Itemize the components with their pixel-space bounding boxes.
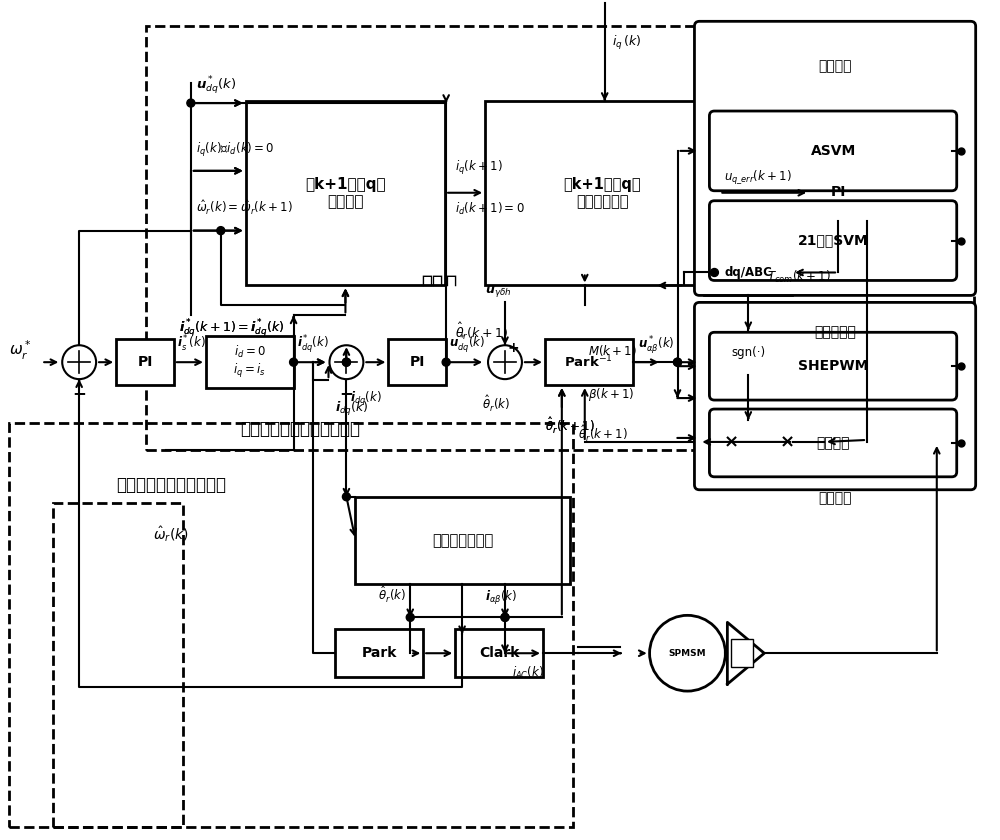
Text: 系统等效延时补偿时间计算: 系统等效延时补偿时间计算 — [241, 420, 361, 438]
Text: dq/ABC: dq/ABC — [724, 266, 772, 280]
Text: 脉冲生成: 脉冲生成 — [818, 491, 852, 505]
Text: $\hat{\omega}_r(k)$: $\hat{\omega}_r(k)$ — [153, 525, 189, 544]
FancyBboxPatch shape — [355, 496, 570, 585]
Text: $\boldsymbol{i}_{\alpha\beta}(k)$: $\boldsymbol{i}_{\alpha\beta}(k)$ — [485, 590, 517, 607]
Text: 混合位置観測器: 混合位置観測器 — [432, 533, 493, 548]
Text: Clark: Clark — [479, 646, 519, 660]
FancyBboxPatch shape — [809, 163, 867, 221]
Text: 第k+1周期q轴
电流计算: 第k+1周期q轴 电流计算 — [305, 177, 386, 209]
Text: ×: × — [724, 433, 739, 451]
Text: 混合位置观测器闭环结构: 混合位置观测器闭环结构 — [116, 475, 226, 494]
Text: $\hat{\theta}_r(k)$: $\hat{\theta}_r(k)$ — [378, 585, 406, 606]
Text: PI: PI — [137, 355, 153, 370]
Text: $\hat{\theta}_r(k)$: $\hat{\theta}_r(k)$ — [482, 394, 510, 414]
FancyBboxPatch shape — [335, 629, 423, 677]
FancyBboxPatch shape — [709, 409, 957, 477]
Circle shape — [329, 345, 363, 379]
Text: sgn(·): sgn(·) — [731, 346, 765, 360]
Text: $\boldsymbol{i}^*_s(k)$: $\boldsymbol{i}^*_s(k)$ — [177, 334, 206, 354]
FancyBboxPatch shape — [388, 339, 446, 385]
Ellipse shape — [694, 421, 824, 463]
Text: $i_q\,(k)$: $i_q\,(k)$ — [612, 34, 641, 52]
Text: $\boldsymbol{i}^*_{dq}(k+1)=\boldsymbol{i}^*_{dq}(k)$: $\boldsymbol{i}^*_{dq}(k+1)=\boldsymbol{… — [179, 318, 284, 340]
Text: $i_{AC}(k)$: $i_{AC}(k)$ — [512, 665, 544, 681]
Text: $\boldsymbol{u}^*_{\alpha\beta}(k)$: $\boldsymbol{u}^*_{\alpha\beta}(k)$ — [638, 334, 674, 356]
Text: ×: × — [780, 433, 795, 451]
Circle shape — [406, 613, 414, 622]
FancyBboxPatch shape — [455, 629, 543, 677]
FancyBboxPatch shape — [246, 101, 445, 286]
FancyBboxPatch shape — [709, 111, 957, 191]
Text: $\sqcap\!\!\sqcap\!\!\sqcap$: $\sqcap\!\!\sqcap\!\!\sqcap$ — [420, 271, 458, 290]
Circle shape — [62, 345, 96, 379]
Text: $M(k+1)$: $M(k+1)$ — [588, 344, 637, 358]
Text: $\hat{\theta}_r(k+1)$: $\hat{\theta}_r(k+1)$ — [545, 416, 595, 436]
Text: SHEPWM: SHEPWM — [798, 360, 868, 373]
Text: Park: Park — [362, 646, 397, 660]
Text: $\boldsymbol{i}_{dq}(k)$: $\boldsymbol{i}_{dq}(k)$ — [335, 400, 369, 418]
Text: $\boldsymbol{i}^*_{dq}(k+1)=\boldsymbol{i}^*_{dq}(k)$: $\boldsymbol{i}^*_{dq}(k+1)=\boldsymbol{… — [179, 318, 284, 340]
FancyBboxPatch shape — [485, 101, 719, 286]
Text: 方波调制: 方波调制 — [816, 436, 850, 450]
Circle shape — [674, 358, 681, 366]
Circle shape — [442, 358, 450, 366]
Text: $\boldsymbol{i}_{dq}(k)$: $\boldsymbol{i}_{dq}(k)$ — [350, 390, 382, 408]
Circle shape — [290, 358, 298, 366]
Text: Park$^{-1}$: Park$^{-1}$ — [564, 354, 613, 370]
Text: $\boldsymbol{u}^*_{dq}(k)$: $\boldsymbol{u}^*_{dq}(k)$ — [449, 334, 485, 356]
Text: 21脉冲SVM: 21脉冲SVM — [798, 234, 868, 248]
Text: $u_{q\_err}(k+1)$: $u_{q\_err}(k+1)$ — [724, 169, 792, 186]
Circle shape — [342, 358, 350, 366]
Text: $T_{com}(k+1)$: $T_{com}(k+1)$ — [767, 269, 831, 285]
Text: $\hat{\omega}_r(k)=\hat{\omega}_r(k+1)$: $\hat{\omega}_r(k)=\hat{\omega}_r(k+1)$ — [196, 199, 293, 217]
FancyBboxPatch shape — [709, 333, 957, 400]
Circle shape — [501, 613, 509, 622]
Text: 不基于载波: 不基于载波 — [814, 325, 856, 339]
FancyBboxPatch shape — [694, 302, 976, 490]
Text: ASVM: ASVM — [810, 144, 856, 158]
FancyBboxPatch shape — [116, 339, 174, 385]
Text: $i_q(k+1)$: $i_q(k+1)$ — [455, 159, 503, 177]
Text: 基于载波: 基于载波 — [818, 59, 852, 73]
FancyBboxPatch shape — [545, 339, 633, 385]
Text: $\boldsymbol{u}_{\gamma\delta h}$: $\boldsymbol{u}_{\gamma\delta h}$ — [485, 284, 512, 298]
Text: +: + — [507, 341, 519, 355]
FancyBboxPatch shape — [731, 639, 753, 667]
Circle shape — [488, 345, 522, 379]
Text: $\hat{\theta}_r(k+1)$: $\hat{\theta}_r(k+1)$ — [578, 424, 628, 444]
Text: $\omega^*_r$: $\omega^*_r$ — [9, 339, 32, 362]
Text: $i_d(k+1)=0$: $i_d(k+1)=0$ — [455, 201, 525, 217]
Text: $\hat{\theta}_r(k+1)$: $\hat{\theta}_r(k+1)$ — [545, 416, 595, 436]
Text: $\beta(k+1)$: $\beta(k+1)$ — [588, 386, 634, 403]
Text: $\boldsymbol{i}^*_{dq}(k)$: $\boldsymbol{i}^*_{dq}(k)$ — [297, 334, 329, 356]
Text: $i_q(k)$、$i_d(k)=0$: $i_q(k)$、$i_d(k)=0$ — [196, 141, 274, 159]
FancyBboxPatch shape — [694, 21, 976, 296]
Text: PI: PI — [410, 355, 425, 370]
FancyBboxPatch shape — [704, 250, 792, 296]
Text: −: − — [72, 384, 86, 402]
Text: PI: PI — [830, 185, 846, 199]
Text: −: − — [339, 384, 353, 402]
Text: SPMSM: SPMSM — [669, 648, 706, 658]
Text: $i_d=0$
$i_q=i_s$: $i_d=0$ $i_q=i_s$ — [233, 344, 266, 381]
FancyBboxPatch shape — [206, 336, 294, 388]
Text: $\boldsymbol{u}^*_{dq}(k)$: $\boldsymbol{u}^*_{dq}(k)$ — [196, 75, 236, 97]
FancyBboxPatch shape — [709, 201, 957, 281]
Circle shape — [710, 269, 718, 276]
Circle shape — [501, 613, 509, 622]
FancyBboxPatch shape — [709, 330, 787, 375]
Circle shape — [342, 493, 350, 501]
Text: 第k+1周期q轴
电压误差计算: 第k+1周期q轴 电压误差计算 — [563, 177, 641, 209]
Circle shape — [650, 616, 725, 691]
Circle shape — [342, 358, 350, 366]
Circle shape — [217, 227, 225, 234]
Circle shape — [187, 99, 195, 107]
Text: $\hat{\theta}_r(k+1)$: $\hat{\theta}_r(k+1)$ — [455, 321, 508, 343]
Circle shape — [674, 358, 681, 366]
